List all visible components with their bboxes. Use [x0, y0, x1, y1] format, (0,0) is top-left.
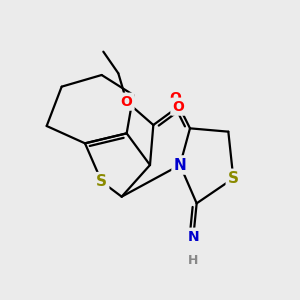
- Text: N: N: [174, 158, 186, 172]
- Text: S: S: [96, 174, 107, 189]
- Text: H: H: [188, 254, 199, 266]
- Text: O: O: [172, 100, 184, 114]
- Text: O: O: [121, 95, 133, 109]
- Text: O: O: [169, 91, 181, 105]
- Text: S: S: [228, 171, 239, 186]
- Text: N: N: [188, 230, 199, 244]
